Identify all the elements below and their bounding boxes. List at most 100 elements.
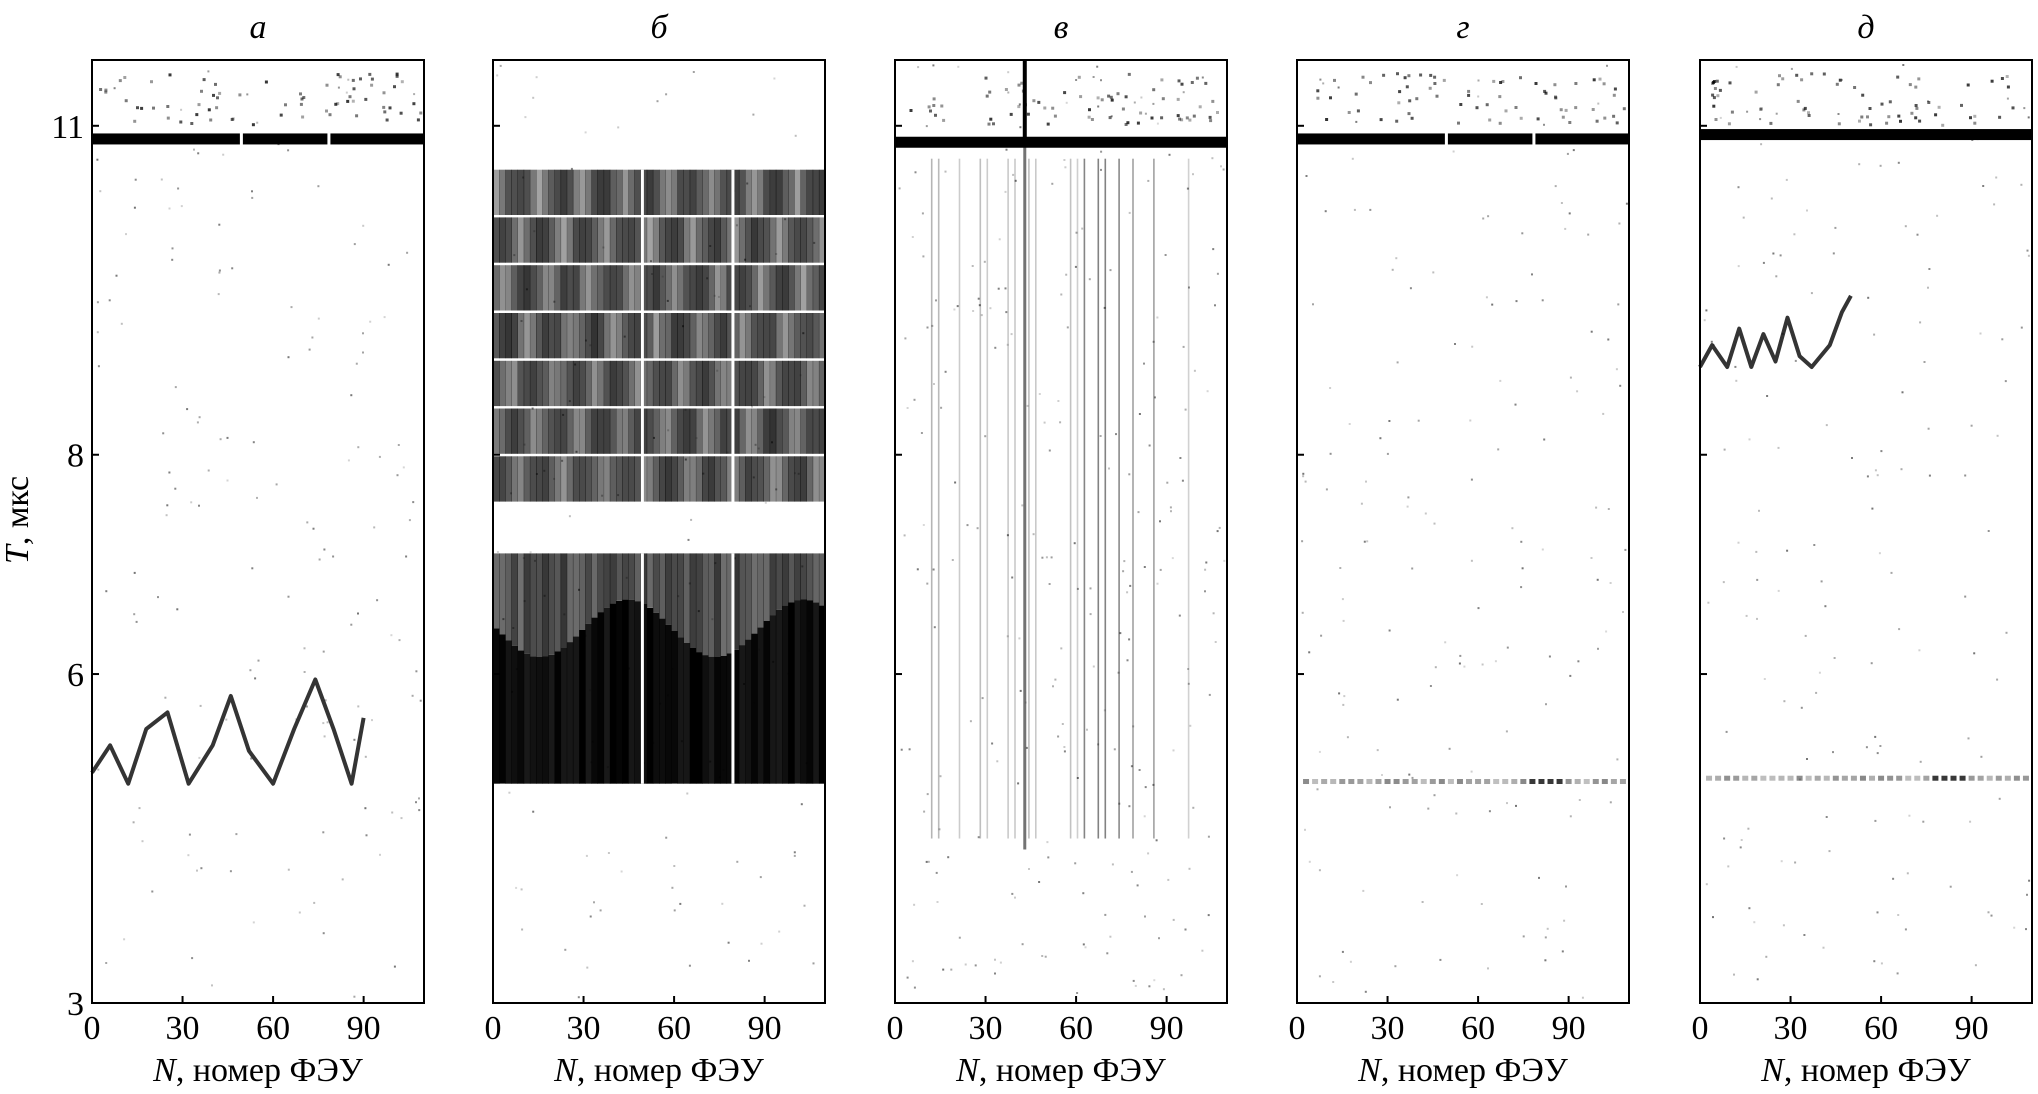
region-cell <box>597 612 605 784</box>
noise-dot <box>1543 89 1547 93</box>
noise-dot <box>1138 413 1141 415</box>
region-cell <box>616 408 623 454</box>
region-cell <box>732 456 740 502</box>
region-cell <box>646 608 654 784</box>
x-tick-label: 90 <box>1955 1010 1989 1047</box>
region-cell <box>794 408 801 454</box>
region-cell <box>548 217 555 263</box>
noise-dot <box>944 170 947 173</box>
noise-dot <box>617 126 620 129</box>
noise-dot <box>1742 216 1745 219</box>
noise-dot <box>1160 78 1164 82</box>
noise-dot <box>1897 114 1901 118</box>
noise-dot <box>383 316 386 319</box>
noise-dot <box>1333 78 1336 82</box>
noise-dot <box>679 902 682 905</box>
noise-dot <box>752 113 755 116</box>
region-cell <box>726 217 734 263</box>
noise-dot <box>1531 273 1533 276</box>
noise-dot <box>1735 379 1738 382</box>
band-segment <box>1511 779 1518 785</box>
noise-dot <box>898 187 901 190</box>
noise-dot <box>1475 106 1479 110</box>
noise-dot <box>499 64 502 67</box>
noise-dot <box>364 97 368 101</box>
region-cell <box>591 553 598 618</box>
noise-dot <box>1048 583 1051 585</box>
noise-dot <box>1723 837 1726 840</box>
noise-dot <box>1491 303 1494 306</box>
noise-dot <box>1038 393 1041 395</box>
noise-dot <box>1139 111 1143 115</box>
noise-dot <box>1079 95 1083 99</box>
band-segment <box>1760 775 1767 781</box>
noise-dot <box>347 78 350 81</box>
noise-dot <box>936 901 939 903</box>
noise-dot <box>1612 114 1616 118</box>
noise-dot <box>1082 943 1085 946</box>
region-cell <box>788 265 795 311</box>
region-cell <box>609 456 617 502</box>
region-cell <box>616 553 623 601</box>
noise-dot <box>1020 81 1024 85</box>
noise-dot <box>1470 559 1473 562</box>
region-cell <box>738 553 746 646</box>
region-cell <box>640 265 648 311</box>
noise-dot <box>1713 87 1717 90</box>
noise-dot <box>989 117 993 121</box>
noise-dot <box>1316 89 1320 93</box>
noise-dot <box>353 995 356 998</box>
region-cell <box>652 612 660 784</box>
region-cell <box>542 456 549 502</box>
noise-dot <box>1756 978 1759 981</box>
noise-dot <box>300 97 304 101</box>
noise-dot <box>1171 557 1174 560</box>
band-segment <box>1420 779 1427 785</box>
noise-dot <box>379 853 381 856</box>
region-cell <box>659 408 666 454</box>
noise-dot <box>1927 101 1931 104</box>
noise-dot <box>2011 106 2015 110</box>
band-segment <box>1769 775 1776 781</box>
region-cell <box>511 553 518 646</box>
noise-dot <box>1144 786 1147 789</box>
region-cell <box>775 609 783 784</box>
noise-dot <box>911 960 914 963</box>
region-cell <box>677 313 684 359</box>
region-cell <box>665 624 672 784</box>
noise-dot <box>1873 960 1876 963</box>
noise-dot <box>1186 187 1189 190</box>
noise-dot <box>190 501 193 504</box>
noise-dot <box>1538 876 1540 879</box>
noise-dot <box>1353 208 1356 211</box>
noise-dot <box>1100 79 1102 82</box>
noise-dot <box>1065 273 1068 276</box>
noise-dot <box>1568 212 1571 215</box>
streak-column <box>1097 158 1100 839</box>
noise-dot <box>974 964 977 967</box>
noise-dot <box>1504 109 1508 113</box>
band-segment <box>1384 779 1391 785</box>
region-cell <box>732 169 740 215</box>
noise-dot <box>1565 885 1567 888</box>
noise-dot <box>97 768 100 771</box>
region-cell <box>622 169 629 215</box>
noise-dot <box>1152 88 1156 92</box>
region-cell <box>628 599 635 784</box>
region-cell <box>677 408 684 454</box>
region-cell <box>720 655 728 784</box>
region-cell <box>493 456 500 502</box>
region-cell <box>560 265 568 311</box>
noise-dot <box>325 83 329 87</box>
region-cell <box>505 456 512 502</box>
region-cell <box>616 456 623 502</box>
noise-dot <box>1606 64 1608 67</box>
noise-dot <box>1712 104 1716 108</box>
noise-dot <box>994 972 996 975</box>
noise-dot <box>168 73 172 77</box>
noise-dot <box>1044 955 1047 958</box>
x-tick-label: 0 <box>887 1010 904 1047</box>
noise-dot <box>620 870 623 873</box>
noise-dot <box>1319 78 1322 81</box>
